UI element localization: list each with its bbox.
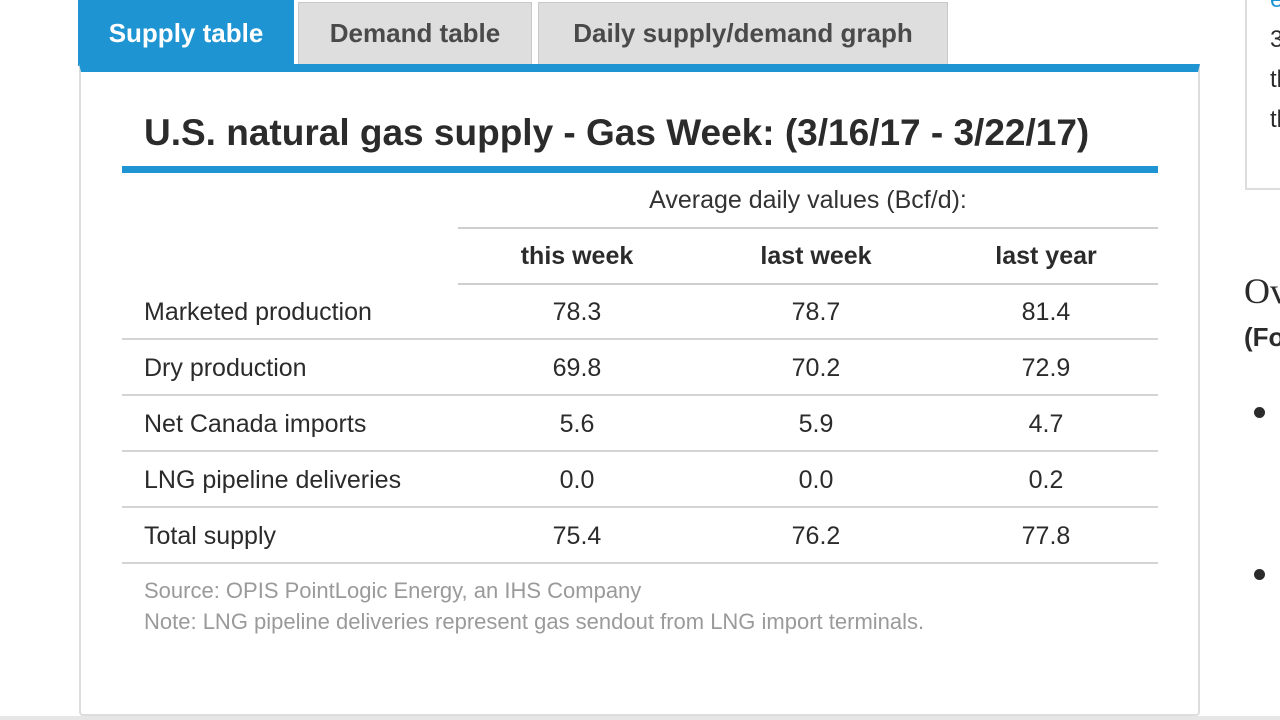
cell-value: 5.6 <box>559 410 595 438</box>
cell-value: 0.0 <box>798 466 834 494</box>
source-note: Source: OPIS PointLogic Energy, an IHS C… <box>144 578 642 603</box>
row-label: Marketed production <box>144 298 372 326</box>
page-title: U.S. natural gas supply - Gas Week: (3/1… <box>144 112 1090 153</box>
column-header-last-year: last year <box>995 242 1097 270</box>
footnote: Note: LNG pipeline deliveries represent … <box>144 609 925 634</box>
sidebar-text: tl <box>1270 66 1280 93</box>
header-divider-bottom <box>458 283 1158 285</box>
sidebar-link[interactable]: e <box>1270 0 1280 14</box>
cell-value: 70.2 <box>791 354 841 382</box>
cell-value: 0.0 <box>559 466 595 494</box>
group-header: Average daily values (Bcf/d): <box>649 186 967 214</box>
table-row: LNG pipeline deliveries 0.0 0.0 0.2 <box>122 452 1158 508</box>
table-row: Marketed production 78.3 78.7 81.4 <box>122 284 1158 340</box>
sidebar-heading: Ov <box>1244 271 1280 311</box>
row-label: Dry production <box>144 354 307 382</box>
cell-value: 72.9 <box>1021 354 1071 382</box>
table-row: Net Canada imports 5.6 5.9 4.7 <box>122 396 1158 452</box>
bullet-icon <box>1254 407 1265 418</box>
cell-value: 0.2 <box>1028 466 1064 494</box>
header-divider-top <box>458 227 1158 229</box>
sidebar-text: 3 <box>1270 26 1280 53</box>
column-header-last-week: last week <box>760 242 872 270</box>
cell-value: 76.2 <box>791 522 841 550</box>
row-label: Total supply <box>144 522 277 550</box>
table-row-total: Total supply 75.4 76.2 77.8 <box>122 508 1158 564</box>
cell-value: 77.8 <box>1021 522 1071 550</box>
cell-value: 78.7 <box>791 298 841 326</box>
cell-value: 5.9 <box>798 410 834 438</box>
sidebar-box <box>1245 0 1280 190</box>
row-label: LNG pipeline deliveries <box>144 466 402 494</box>
row-label: Net Canada imports <box>144 410 367 438</box>
tab-supply-table[interactable]: Supply table <box>78 0 294 66</box>
tab-daily-graph[interactable]: Daily supply/demand graph <box>538 2 948 64</box>
column-header-this-week: this week <box>520 242 634 270</box>
cell-value: 81.4 <box>1021 298 1071 326</box>
cell-value: 78.3 <box>552 298 602 326</box>
bullet-icon <box>1254 569 1265 580</box>
cell-value: 75.4 <box>552 522 602 550</box>
sidebar-text: tl <box>1270 106 1280 133</box>
bottom-divider <box>0 716 1280 720</box>
title-divider <box>122 166 1158 173</box>
tab-demand-table[interactable]: Demand table <box>298 2 532 64</box>
cell-value: 69.8 <box>552 354 602 382</box>
cell-value: 4.7 <box>1028 410 1064 438</box>
table-row: Dry production 69.8 70.2 72.9 <box>122 340 1158 396</box>
sidebar-subheading: (Fo <box>1244 322 1280 352</box>
